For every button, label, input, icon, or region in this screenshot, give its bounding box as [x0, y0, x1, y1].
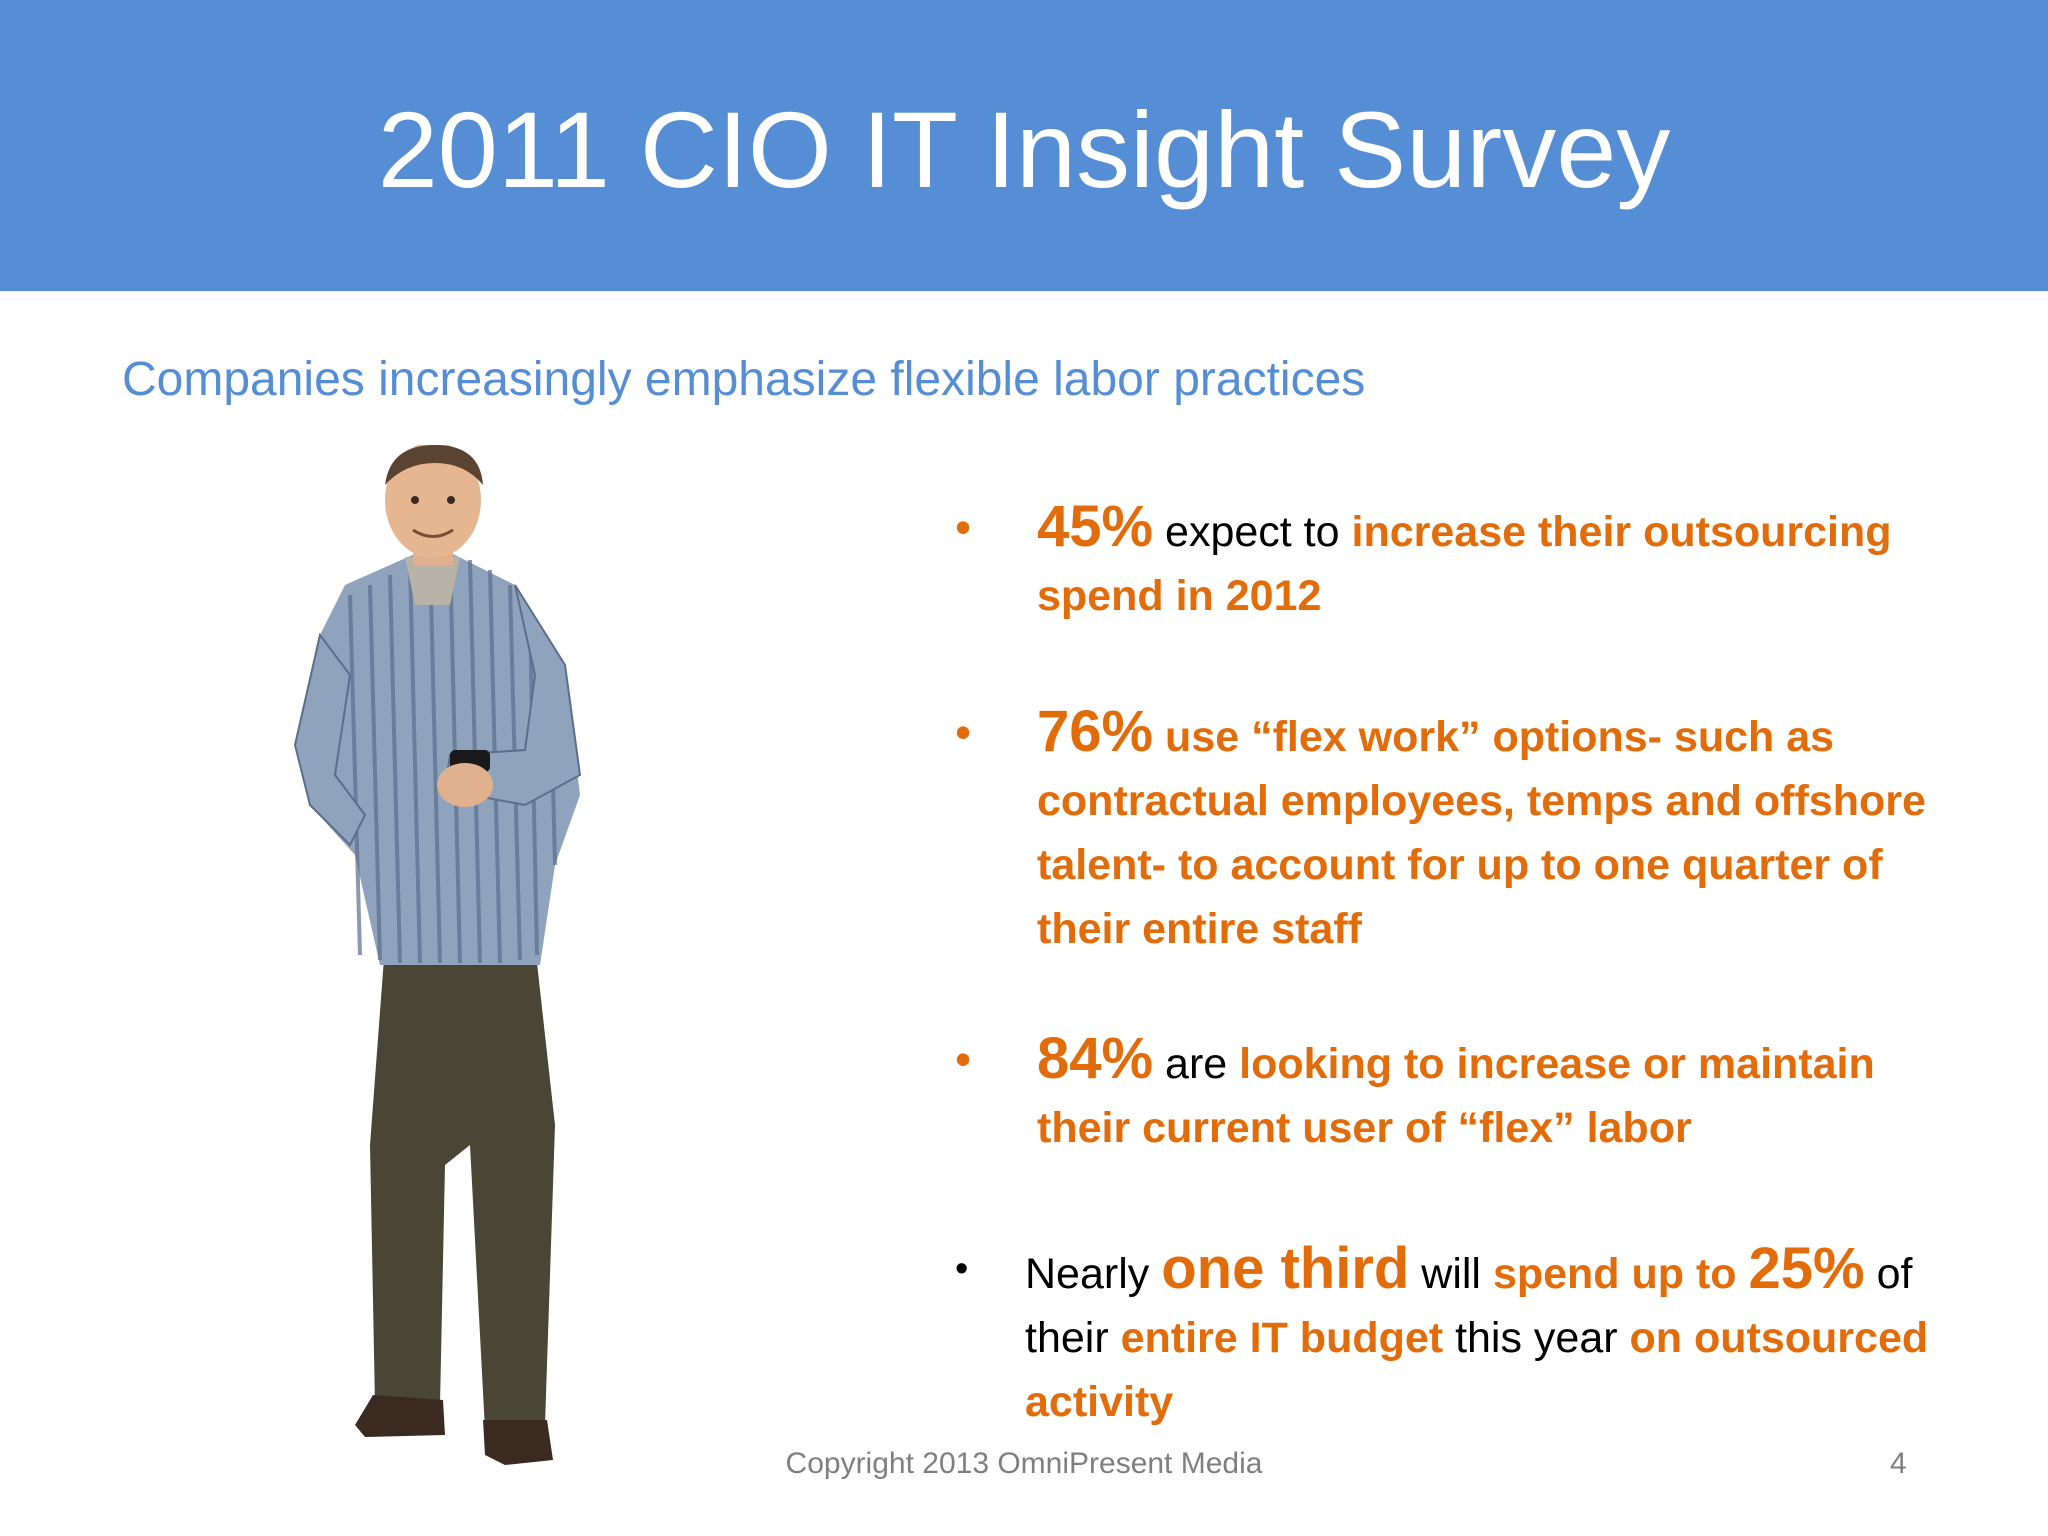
arm-on-hip [293, 632, 367, 847]
bullet-dot: • [955, 706, 972, 758]
shirt [295, 545, 580, 965]
head [385, 445, 481, 558]
trousers [370, 945, 555, 1430]
bullet-dot: • [955, 1033, 972, 1085]
bullet-dot: • [955, 501, 972, 553]
slide-title: 2011 CIO IT Insight Survey [377, 89, 1671, 210]
bullet-dot: • [955, 1248, 969, 1290]
bullet-84-percent: • 84% are looking to increase or maintai… [955, 1026, 1875, 1153]
stat-84: 84% [1037, 1026, 1154, 1091]
undershirt [405, 557, 460, 605]
copyright-footer: Copyright 2013 OmniPresent Media [785, 1447, 1263, 1480]
right-shoe [483, 1420, 553, 1465]
bullet-one-third: • Nearly one third will spend up to 25% … [955, 1236, 1929, 1427]
page-number: 4 [1890, 1447, 1907, 1480]
stat-25: 25% [1748, 1236, 1865, 1301]
hair [385, 445, 483, 485]
hand [437, 763, 493, 807]
slide-subtitle: Companies increasingly emphasize flexibl… [122, 353, 1366, 406]
stat-one-third: one third [1161, 1236, 1410, 1301]
left-shoe [355, 1395, 445, 1437]
title-banner [0, 0, 2048, 291]
person-photo [293, 445, 582, 1465]
stat-45: 45% [1037, 494, 1154, 559]
bullet-76-percent: • 76% use “flex work” options- such as c… [955, 699, 1926, 954]
bullet-45-percent: • 45% expect to increase their outsourci… [955, 494, 1892, 621]
stat-76: 76% [1037, 699, 1154, 764]
